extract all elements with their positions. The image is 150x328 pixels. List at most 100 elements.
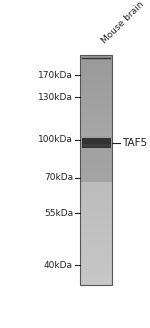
Bar [80,280,112,282]
Bar [80,191,112,192]
Bar [80,78,112,80]
Bar [80,100,112,101]
Bar [80,237,112,238]
Bar [80,254,112,256]
Bar [80,56,112,58]
Bar [80,223,112,225]
Bar [80,81,112,83]
Bar [80,252,112,253]
Bar [80,231,112,233]
Bar [80,61,112,62]
Bar [80,138,112,139]
Bar [80,196,112,198]
Bar [80,123,112,125]
Bar [80,72,112,74]
Bar [80,269,112,271]
Bar [80,176,112,177]
Bar [80,178,112,180]
Bar [80,248,112,250]
Bar [80,260,112,261]
Bar [80,76,112,77]
Bar [80,184,112,185]
Bar [80,140,112,142]
Bar [80,149,112,151]
Bar [80,116,112,118]
Bar [80,270,112,272]
Bar [80,107,112,108]
Bar [80,279,112,281]
Bar [80,121,112,122]
Bar [80,241,112,243]
Bar [80,139,112,141]
Bar [80,194,112,196]
Bar [80,135,112,137]
Bar [80,80,112,82]
Bar [80,197,112,199]
Bar [80,85,112,87]
Bar [80,183,112,184]
Bar [80,152,112,153]
Bar [80,203,112,205]
Bar [80,246,112,248]
Bar [80,171,112,173]
Bar [80,102,112,104]
Bar [80,213,112,214]
Bar [80,221,112,222]
Bar [80,111,112,113]
Bar [80,160,112,161]
Bar [80,110,112,112]
Bar [80,217,112,219]
Bar [80,199,112,200]
Text: 55kDa: 55kDa [44,209,73,217]
Bar [80,188,112,190]
Bar [80,106,112,107]
Bar [80,129,112,130]
Bar [80,91,112,92]
Bar [80,92,112,93]
Bar [80,169,112,171]
Bar [80,60,112,61]
Bar [80,142,112,144]
Bar [80,274,112,275]
Bar [80,258,112,260]
Bar [80,68,112,69]
Bar [80,236,112,237]
Bar [80,251,112,252]
Bar [80,185,112,187]
Bar [80,55,112,285]
Bar [80,95,112,97]
Bar [80,214,112,215]
Bar [80,64,112,66]
Bar [80,263,112,265]
Bar [80,148,112,150]
Bar [80,265,112,267]
Bar [80,77,112,78]
Text: TAF5: TAF5 [122,138,147,148]
Bar [80,153,112,154]
Bar [80,255,112,257]
Text: 170kDa: 170kDa [38,71,73,79]
Bar [80,109,112,111]
Text: 40kDa: 40kDa [44,260,73,270]
Bar [80,225,112,227]
Bar [80,187,112,189]
Bar [80,101,112,103]
Bar [80,125,112,127]
Bar [80,168,112,169]
Bar [80,55,112,57]
Bar [80,65,112,67]
Bar [80,124,112,126]
Bar [80,137,112,138]
Bar [80,154,112,155]
Bar [80,268,112,269]
Bar [80,94,112,96]
Bar [80,186,112,188]
Bar [80,200,112,201]
Bar [80,218,112,220]
Bar [80,161,112,162]
Bar [80,216,112,218]
Text: Mouse brain: Mouse brain [100,0,145,45]
Bar [80,201,112,203]
Bar [80,84,112,85]
Bar [80,276,112,277]
